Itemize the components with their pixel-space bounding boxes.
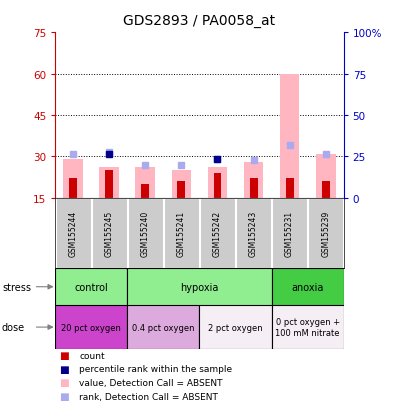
Bar (200, 198, 235, 268)
Text: count: count (79, 351, 105, 360)
Text: percentile rank within the sample: percentile rank within the sample (79, 364, 232, 373)
Bar (127, 306, 199, 349)
Bar (199, 306, 271, 349)
Text: GSM155231: GSM155231 (285, 210, 294, 256)
Bar (70, 179, 77, 198)
Bar (135, 168, 155, 198)
Bar (128, 198, 163, 268)
Bar (272, 268, 344, 306)
Bar (280, 74, 299, 198)
Bar (272, 198, 307, 268)
Bar (141, 185, 149, 198)
Text: stress: stress (2, 282, 31, 292)
Bar (105, 171, 113, 198)
Text: ■: ■ (59, 391, 69, 401)
Text: dose: dose (2, 322, 25, 332)
Text: ■: ■ (59, 350, 69, 360)
Bar (322, 182, 329, 198)
Text: GSM155243: GSM155243 (249, 210, 258, 256)
Text: value, Detection Call = ABSENT: value, Detection Call = ABSENT (79, 378, 222, 387)
Text: control: control (75, 282, 108, 292)
Text: anoxia: anoxia (292, 282, 324, 292)
Text: ■: ■ (59, 377, 69, 387)
Text: hypoxia: hypoxia (180, 282, 219, 292)
Bar (272, 306, 344, 349)
Bar (286, 179, 293, 198)
Bar (177, 182, 185, 198)
Text: GDS2893 / PA0058_at: GDS2893 / PA0058_at (123, 14, 276, 28)
Bar (55, 306, 127, 349)
Text: GSM155240: GSM155240 (141, 210, 150, 256)
Bar (250, 179, 258, 198)
Text: 2 pct oxygen: 2 pct oxygen (208, 323, 263, 332)
Text: 20 pct oxygen: 20 pct oxygen (61, 323, 121, 332)
Bar (92, 198, 127, 268)
Bar (164, 198, 199, 268)
Text: GSM155245: GSM155245 (105, 210, 114, 256)
Text: ■: ■ (59, 364, 69, 374)
Bar (100, 168, 119, 198)
Bar (127, 268, 272, 306)
Text: GSM155241: GSM155241 (177, 210, 186, 256)
Bar (55, 268, 127, 306)
Bar (64, 160, 83, 198)
Bar (308, 198, 343, 268)
Bar (316, 154, 335, 198)
Bar (171, 171, 191, 198)
Bar (244, 162, 263, 198)
Bar (236, 198, 271, 268)
Text: GSM155242: GSM155242 (213, 210, 222, 256)
Bar (56, 198, 90, 268)
Bar (214, 173, 222, 198)
Text: GSM155239: GSM155239 (321, 210, 330, 256)
Text: 0.4 pct oxygen: 0.4 pct oxygen (132, 323, 195, 332)
Text: rank, Detection Call = ABSENT: rank, Detection Call = ABSENT (79, 392, 218, 401)
Bar (208, 168, 228, 198)
Text: GSM155244: GSM155244 (69, 210, 78, 256)
Text: 0 pct oxygen +
100 mM nitrate: 0 pct oxygen + 100 mM nitrate (275, 318, 340, 337)
